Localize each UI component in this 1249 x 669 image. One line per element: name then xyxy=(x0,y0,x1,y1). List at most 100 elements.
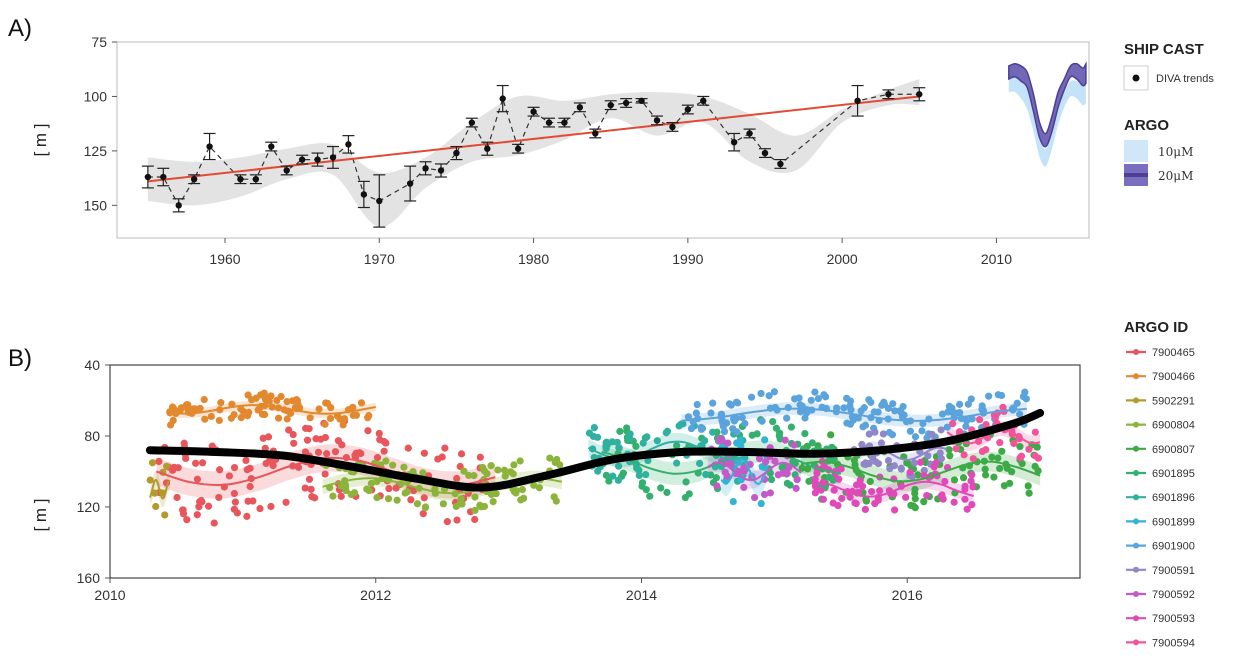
panel-b-point-7900465 xyxy=(215,493,223,502)
panel-b-point-7900594 xyxy=(960,451,968,459)
panel-b-point-7900591 xyxy=(879,430,888,438)
panel-b-point-7900466 xyxy=(207,412,215,421)
panel-b-point-6901896 xyxy=(615,444,623,452)
legend-label-7900465: 7900465 xyxy=(1152,347,1195,359)
panel-b-point-6901900 xyxy=(1022,395,1030,403)
legend-key-dot-7900593 xyxy=(1133,615,1139,622)
panel-b-point-7900466 xyxy=(315,405,323,413)
panel-a-point xyxy=(422,165,429,172)
panel-b-point-6901900 xyxy=(843,394,851,402)
legend-label-7900594: 7900594 xyxy=(1152,637,1195,649)
legend-key-dot-6900807 xyxy=(1133,445,1139,452)
legend-key-dot-6901896 xyxy=(1133,494,1139,501)
panel-b-point-7900465 xyxy=(303,436,312,444)
panel-b-point-6901895 xyxy=(829,476,837,484)
panel-b-point-6901895 xyxy=(605,477,613,485)
legend-diva-dot xyxy=(1132,74,1140,82)
panel-b-point-7900594 xyxy=(982,421,990,429)
panel-b-point-7900465 xyxy=(294,463,303,471)
panel-a-point xyxy=(622,99,630,107)
panel-b-point-7900591 xyxy=(897,464,905,472)
panel-a-point xyxy=(314,156,321,163)
panel-b-point-7900465 xyxy=(311,494,319,502)
panel-b-point-6901900 xyxy=(938,410,947,418)
panel-b-point-7900591 xyxy=(865,430,873,438)
panel-b-point-7900466 xyxy=(237,405,245,413)
panel-b-point-7900465 xyxy=(420,449,428,457)
panel-b-point-6901896 xyxy=(662,429,670,437)
panel-b-point-6900804 xyxy=(494,466,502,474)
panel-b-point-6900807 xyxy=(866,477,874,486)
panel-b-point-7900594 xyxy=(949,420,957,428)
panel-b-point-7900593 xyxy=(858,482,867,490)
panel-a-point xyxy=(607,101,614,109)
panel-b-point-7900593 xyxy=(968,500,976,509)
panel-b-point-6901900 xyxy=(758,417,766,425)
panel-a-point xyxy=(252,176,260,183)
panel-b-point-7900466 xyxy=(230,410,238,419)
panel-a-x-tick-label: 2000 xyxy=(827,251,858,267)
legend-label-6900804: 6900804 xyxy=(1152,420,1195,432)
panel-b-point-7900466 xyxy=(267,392,275,400)
panel-a-lines xyxy=(147,93,920,207)
panel-b-point-6901900 xyxy=(795,394,803,402)
panel-b-point-7900593 xyxy=(819,495,827,503)
panel-b-point-7900465 xyxy=(290,439,298,447)
panel-b-point-6901900 xyxy=(727,401,735,409)
panel-b-point-5902291 xyxy=(152,502,160,511)
legend-label-5902291: 5902291 xyxy=(1152,395,1195,407)
panel-b-point-6901900 xyxy=(820,391,828,399)
panel-b-point-7900465 xyxy=(192,459,200,467)
panel-b-point-6901896 xyxy=(614,476,622,484)
panel-a-point xyxy=(437,167,445,174)
panel-b-fit-7900593 xyxy=(814,480,975,498)
legend-key-dot-7900465 xyxy=(1133,349,1139,355)
panel-a-point xyxy=(777,160,784,168)
panel-b-point-7900465 xyxy=(441,444,449,452)
panel-b-point-6901900 xyxy=(796,401,804,409)
panel-b-point-7900593 xyxy=(838,494,846,503)
panel-b-point-6900804 xyxy=(506,468,515,476)
panel-b-point-6900807 xyxy=(1033,443,1041,451)
legend-diva-label: DIVA trends xyxy=(1156,73,1214,85)
panel-b-point-7900465 xyxy=(382,439,390,447)
panel-b-point-6901900 xyxy=(801,414,809,422)
panel-b-point-6900804 xyxy=(389,461,397,469)
panel-b-point-7900591 xyxy=(858,440,866,449)
panel-b-point-6901896 xyxy=(696,459,704,468)
panel-a-point xyxy=(376,197,383,205)
panel-b-point-7900593 xyxy=(856,476,864,485)
panel-b-point-6901900 xyxy=(693,400,701,409)
panel-b-point-7900465 xyxy=(183,516,191,524)
panel-b-point-6901899 xyxy=(757,499,765,508)
panel-b-point-6900807 xyxy=(994,454,1002,462)
panel-b-point-7900465 xyxy=(230,489,239,498)
panel-b-point-6901900 xyxy=(697,425,706,433)
panel-a-point xyxy=(144,173,152,181)
panel-b-point-6901896 xyxy=(635,471,643,479)
panel-b-fit-6901899 xyxy=(720,458,769,485)
panel-b-point-7900465 xyxy=(182,454,190,463)
panel-b-point-7900465 xyxy=(170,463,178,472)
panel-b-point-6901900 xyxy=(861,421,870,429)
panel-b-point-7900465 xyxy=(453,474,461,483)
panel-b-label: B) xyxy=(8,345,32,372)
panel-a-x-tick-label: 1960 xyxy=(209,251,240,267)
panel-b-point-7900465 xyxy=(225,472,234,480)
panel-a-point xyxy=(576,104,584,111)
panel-b-point-6901900 xyxy=(1021,388,1029,396)
panel-b-point-6901900 xyxy=(840,404,848,412)
panel-b-point-7900465 xyxy=(453,516,461,524)
panel-b-y-tick-label: 160 xyxy=(77,570,101,586)
panel-b-point-7900465 xyxy=(317,435,325,443)
panel-b-point-7900465 xyxy=(285,426,293,434)
panel-b-point-6901900 xyxy=(738,413,746,422)
panel-b-point-7900592 xyxy=(751,493,759,502)
panel-b-point-7900465 xyxy=(269,462,277,470)
panel-b-point-7900593 xyxy=(950,498,958,506)
legend-label-6901899: 6901899 xyxy=(1152,516,1195,528)
panel-b-point-6901895 xyxy=(663,488,671,497)
panel-b-point-7900593 xyxy=(876,487,884,495)
panel-b-point-7900592 xyxy=(793,475,801,484)
